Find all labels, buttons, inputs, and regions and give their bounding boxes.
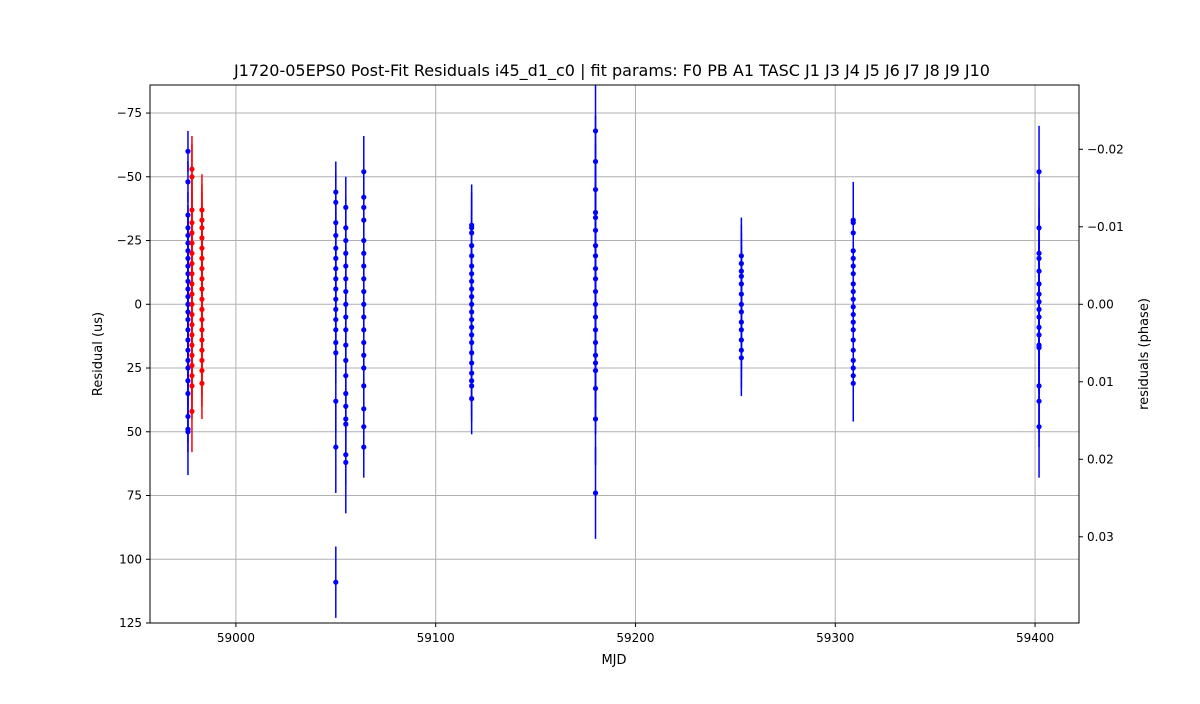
y-tick-label: −50 [117, 170, 142, 184]
data-point [199, 380, 205, 386]
y-axis: −75 −50 −25 0 25 50 75 100 125 [117, 106, 150, 630]
data-point [850, 380, 856, 386]
x-tick-label: 59400 [1016, 631, 1054, 645]
y-tick-label: 100 [119, 552, 142, 566]
x-tick-label: 59100 [417, 631, 455, 645]
chart-title: J1720-05EPS0 Post-Fit Residuals i45_d1_c… [233, 61, 990, 81]
data-point [333, 350, 339, 356]
data-point [1036, 169, 1042, 175]
data-point [343, 459, 349, 465]
y-tick-label: 50 [127, 425, 142, 439]
x-tick-label: 59000 [217, 631, 255, 645]
y2-tick-label: 0.02 [1087, 452, 1114, 466]
y-tick-label: −25 [117, 234, 142, 248]
data-point [592, 490, 599, 496]
y-tick-label: 75 [127, 489, 142, 503]
y-tick-label: −75 [117, 106, 142, 120]
y2-tick-label: 0.01 [1087, 375, 1114, 389]
y2-axis-label: residuals (phase) [1137, 298, 1152, 410]
y2-tick-label: −0.01 [1087, 220, 1124, 234]
y-axis-label: Residual (us) [91, 312, 106, 396]
y-tick-label: 0 [134, 297, 142, 311]
y2-tick-label: −0.02 [1087, 142, 1124, 156]
y-tick-label: 25 [127, 361, 142, 375]
data-layer [185, 85, 1042, 618]
data-point [361, 444, 367, 450]
data-point [738, 355, 744, 361]
data-point [185, 148, 191, 154]
data-point [1036, 424, 1042, 430]
data-point [185, 179, 191, 185]
data-point [189, 408, 195, 414]
y-tick-label: 125 [119, 616, 142, 630]
data-point [592, 416, 599, 422]
y2-tick-label: 0.03 [1087, 530, 1114, 544]
data-point [469, 396, 475, 402]
grid-lines [150, 85, 1079, 624]
x-axis: 59000 59100 59200 59300 59400 [217, 623, 1054, 645]
y2-tick-label: 0.00 [1087, 297, 1114, 311]
x-tick-label: 59200 [616, 631, 654, 645]
plot-frame [149, 84, 1080, 624]
data-point [333, 444, 339, 450]
x-axis-label: MJD [601, 653, 626, 668]
data-point [185, 429, 191, 435]
data-point [333, 579, 339, 585]
x-tick-label: 59300 [816, 631, 854, 645]
y2-axis: −0.02 −0.01 0.00 0.01 0.02 0.03 [1079, 142, 1124, 544]
